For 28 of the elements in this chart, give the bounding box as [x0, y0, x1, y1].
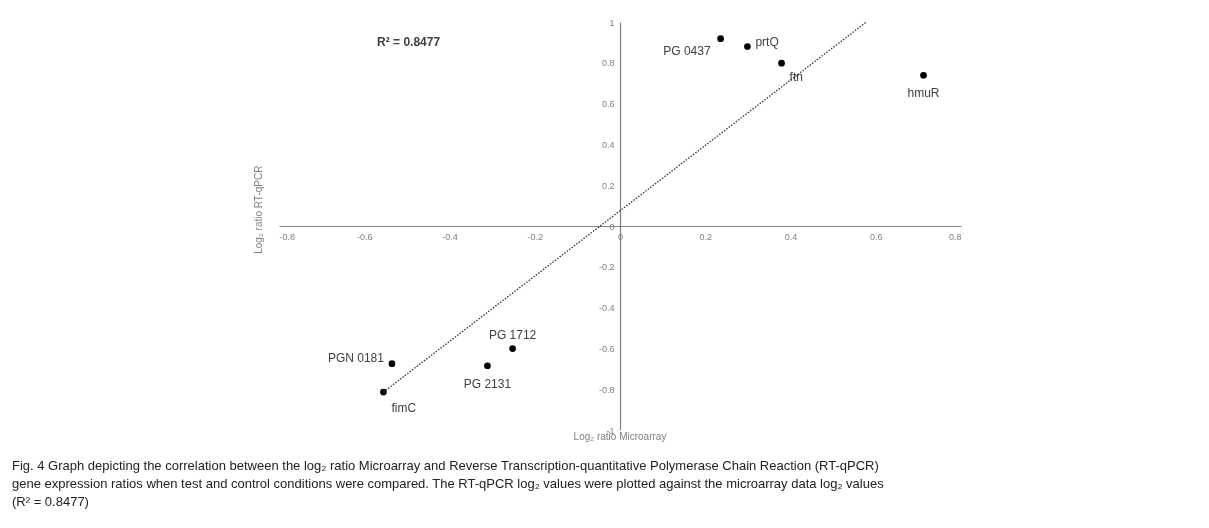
annotation: ftn [789, 70, 803, 85]
x-tick-label: 0.8 [948, 231, 962, 242]
y-tick-label: 0.4 [601, 139, 615, 150]
x-tick-label: -0.4 [442, 231, 458, 242]
x-tick-label: 0.6 [869, 231, 883, 242]
y-tick-label: 1 [609, 17, 615, 28]
y-tick-label: 0.8 [601, 58, 615, 69]
x-tick-label: -0.2 [527, 231, 544, 242]
y-tick-label: 0.6 [601, 99, 615, 110]
annotation: PG 2131 [463, 376, 512, 391]
annotation: hmuR [907, 86, 940, 101]
y-tick-label: -0.4 [598, 303, 615, 314]
annotation: PG 1712 [488, 327, 537, 342]
x-tick-label: -0.6 [356, 231, 373, 242]
y-tick-label: 0.2 [601, 180, 615, 191]
annotation: PGN 0181 [327, 350, 385, 365]
y-tick-label: -0.8 [598, 384, 615, 395]
caption: Fig. 4 Graph depicting the correlation between the log₂ ratio Microarray and Reverse Transcription-quantitative Polymerase Chain Reaction (RT-qPCR) gene expression ratios when test and control conditions were compared. The RT-qPCR log₂ values were plotted against the microarray data log₂ values (R² = 0.8477) [12, 458, 885, 509]
x-tick-label: 0.2 [699, 231, 713, 242]
annotation: prtQ [755, 35, 779, 50]
y-tick-label: -0.6 [598, 343, 615, 354]
y-tick-label: -0.2 [598, 262, 615, 273]
annotation: PG 0437 [663, 43, 711, 58]
y-axis-title: Log₂ ratio RT-qPCR [253, 165, 264, 254]
x-tick-label: -0.8 [279, 231, 296, 242]
annotation: R² = 0.8477 [377, 35, 441, 50]
annotation: fimC [391, 401, 417, 416]
x-tick-label: 0.4 [784, 231, 798, 242]
